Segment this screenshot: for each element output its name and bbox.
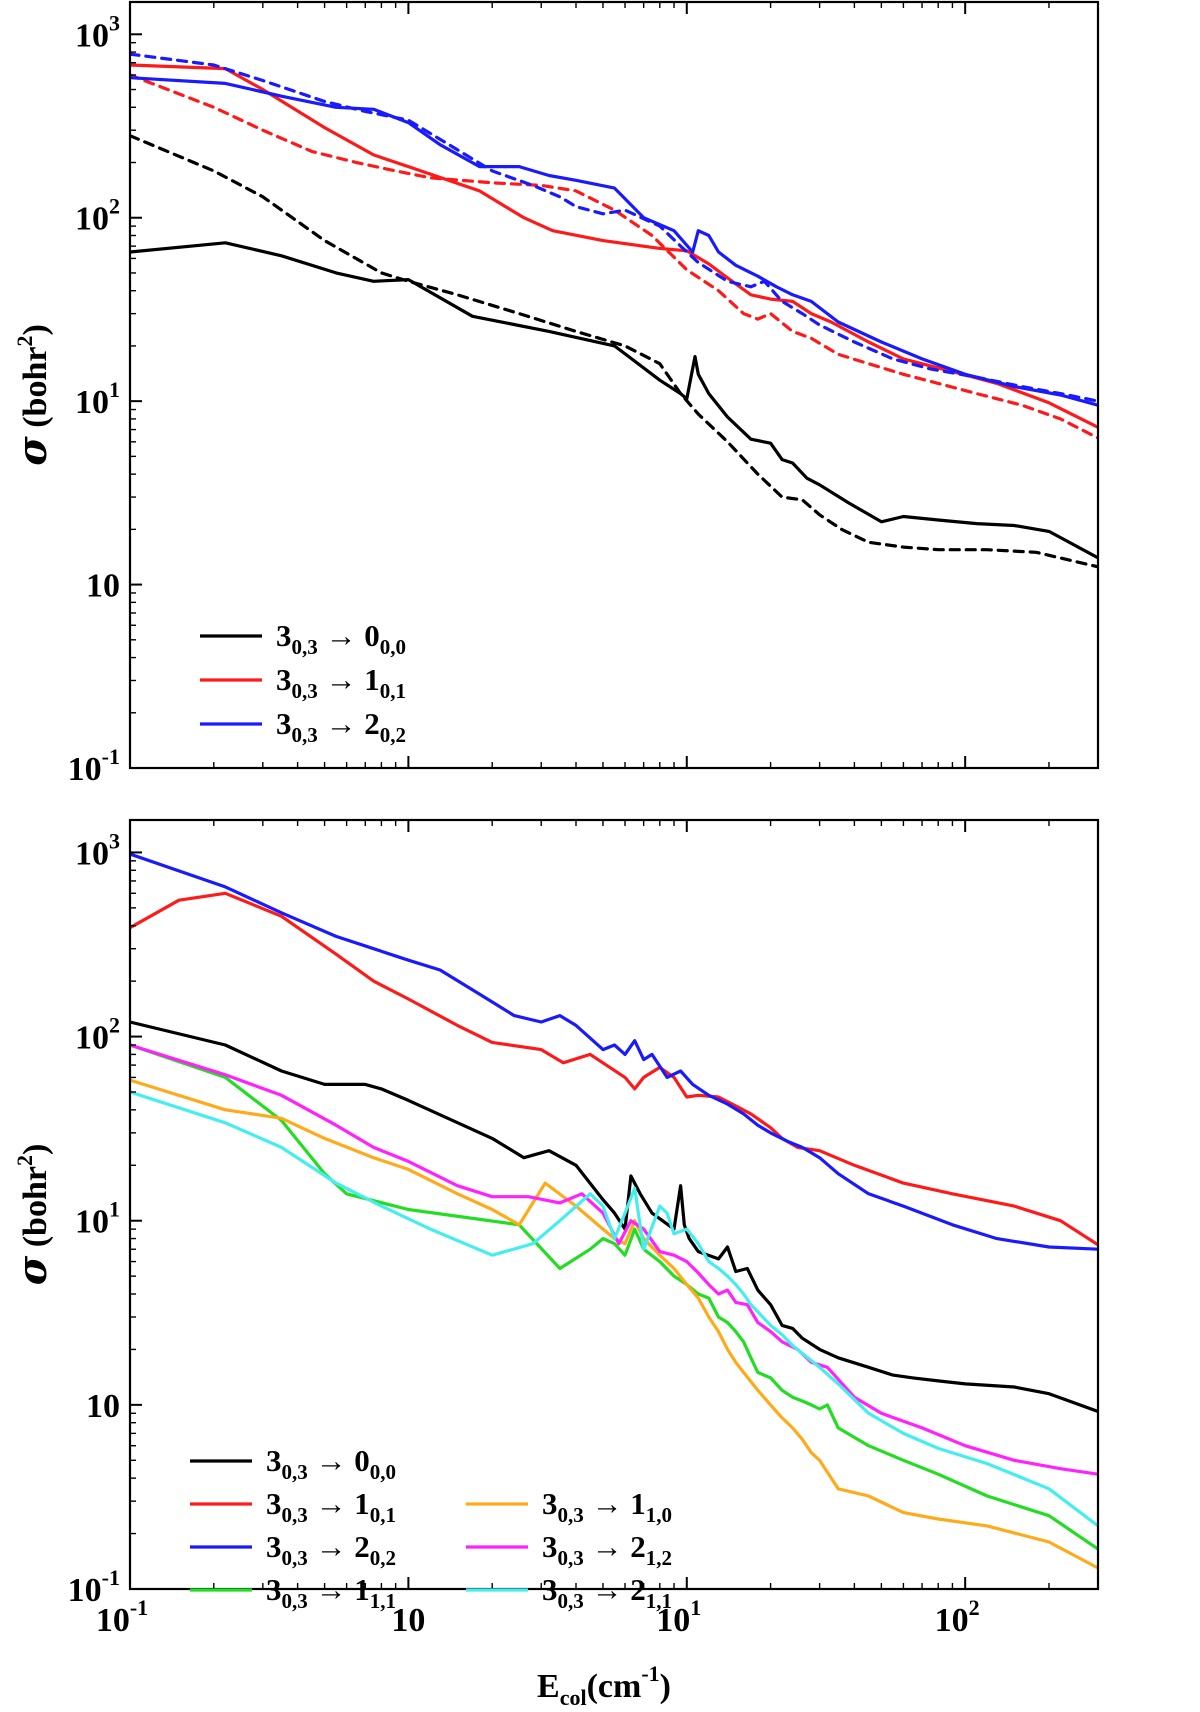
y-tick-label: 10-1 xyxy=(68,1565,120,1609)
series-line-4 xyxy=(130,1043,1098,1551)
legend: 30,3 → 00,030,3 → 10,130,3 → 20,2 xyxy=(200,618,406,747)
series-line-3 xyxy=(130,852,1098,1251)
legend-label: 30,3 → 20,2 xyxy=(266,1529,396,1570)
x-axis-title: Ecol(cm-1) xyxy=(537,1661,671,1710)
y-tick-label: 101 xyxy=(75,1197,120,1241)
y-tick-label: 102 xyxy=(75,1013,120,1057)
legend-label: 30,3 → 11,1 xyxy=(266,1572,396,1613)
series-line-3 xyxy=(130,63,1098,429)
y-tick-label: 101 xyxy=(75,377,120,421)
series-group xyxy=(130,852,1098,1570)
x-tick-label: 101 xyxy=(656,1595,701,1639)
plot-frame xyxy=(128,818,1100,1591)
y-tick-label: 10 xyxy=(86,568,120,605)
x-tick-label: 10-1 xyxy=(96,1595,148,1639)
series-line-6 xyxy=(130,1043,1098,1476)
y-axis-title: σ (bohr2) xyxy=(9,324,56,466)
legend-label: 30,3 → 00,0 xyxy=(266,1443,396,1484)
plot-frame xyxy=(128,0,1100,770)
series-line-1 xyxy=(130,241,1098,560)
legend-label: 30,3 → 10,1 xyxy=(276,662,406,703)
x-tick-label: 10 xyxy=(391,1602,425,1639)
legend-label: 30,3 → 11,0 xyxy=(542,1486,672,1527)
y-axis-title: σ (bohr2) xyxy=(9,1144,56,1286)
legend: 30,3 → 00,030,3 → 10,130,3 → 20,230,3 → … xyxy=(190,1443,672,1613)
legend-label: 30,3 → 21,1 xyxy=(542,1572,672,1613)
series-group xyxy=(130,52,1098,569)
legend-label: 30,3 → 10,1 xyxy=(266,1486,396,1527)
y-tick-label: 103 xyxy=(75,10,120,54)
series-line-4-dashed xyxy=(130,73,1098,440)
legend-label: 30,3 → 21,2 xyxy=(542,1529,672,1570)
series-line-1 xyxy=(130,1020,1098,1414)
y-tick-label: 103 xyxy=(75,828,120,872)
bottom-panel: 10-1 10 101 102 103 10-1 10 101 102 Ecol(cm-1) σ (… xyxy=(9,818,1100,1710)
series-line-2-dashed xyxy=(130,134,1098,569)
y-tick-label: 10-1 xyxy=(68,744,120,788)
legend-label: 30,3 → 20,2 xyxy=(276,706,406,747)
series-line-2 xyxy=(130,891,1098,1247)
x-tick-label: 102 xyxy=(935,1595,980,1639)
series-line-6-dashed xyxy=(130,52,1098,403)
y-tick-label: 102 xyxy=(75,194,120,238)
legend-label: 30,3 → 00,0 xyxy=(276,618,406,659)
series-line-5 xyxy=(130,1078,1098,1570)
y-tick-label: 10 xyxy=(86,1388,120,1425)
series-line-7 xyxy=(130,1090,1098,1528)
